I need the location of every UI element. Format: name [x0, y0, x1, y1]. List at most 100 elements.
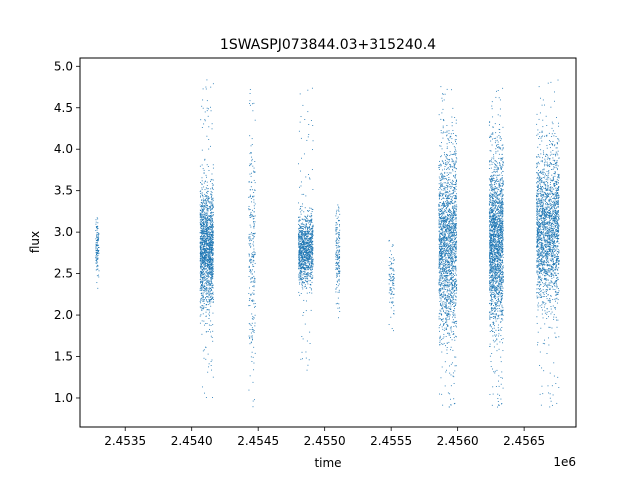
data-point	[448, 197, 450, 199]
data-point	[453, 285, 455, 287]
data-point	[451, 272, 452, 274]
data-point	[449, 229, 451, 231]
data-point	[98, 233, 99, 235]
data-point	[201, 232, 202, 234]
data-point	[206, 331, 208, 333]
data-point	[446, 296, 448, 298]
data-point	[200, 206, 202, 208]
data-point	[304, 250, 306, 252]
data-point	[389, 288, 391, 290]
data-point	[448, 224, 450, 226]
data-point	[202, 238, 204, 240]
data-point	[203, 226, 205, 228]
data-point	[442, 132, 444, 134]
data-point	[440, 275, 442, 276]
data-point	[454, 285, 455, 287]
data-point	[454, 183, 456, 185]
data-point	[450, 264, 452, 266]
data-point	[308, 249, 309, 251]
data-point	[439, 234, 441, 236]
data-point	[201, 105, 203, 107]
data-point	[312, 243, 314, 245]
data-point	[205, 288, 207, 290]
data-point	[202, 235, 204, 237]
data-point	[250, 259, 252, 260]
data-point	[305, 278, 307, 280]
data-point	[200, 254, 202, 256]
data-point	[208, 196, 210, 198]
data-point	[210, 236, 212, 238]
data-point	[254, 221, 256, 223]
data-point	[438, 255, 440, 257]
data-point	[307, 253, 308, 255]
data-point	[337, 250, 339, 252]
data-point	[205, 213, 206, 215]
data-point	[390, 258, 392, 260]
data-point	[446, 276, 448, 278]
data-point	[444, 253, 446, 255]
data-point	[306, 253, 308, 255]
data-point	[203, 172, 205, 174]
data-point	[455, 234, 457, 236]
data-point	[206, 225, 208, 226]
data-point	[96, 266, 98, 268]
data-point	[210, 204, 212, 206]
data-point	[210, 271, 212, 273]
data-point	[207, 217, 209, 219]
data-point	[210, 180, 211, 182]
data-point	[306, 242, 307, 243]
data-point	[208, 246, 210, 248]
data-point	[440, 228, 442, 230]
data-point	[445, 272, 447, 274]
data-point	[311, 230, 313, 232]
data-point	[304, 263, 305, 265]
data-point	[447, 214, 449, 216]
data-point	[453, 195, 455, 197]
data-point	[337, 258, 339, 260]
data-point	[448, 264, 450, 265]
data-point	[449, 262, 451, 264]
data-point	[441, 205, 443, 207]
data-point	[302, 281, 304, 283]
data-point	[449, 232, 451, 234]
data-point	[201, 213, 203, 215]
data-point	[450, 181, 452, 183]
data-point	[393, 305, 395, 307]
data-point	[97, 240, 99, 242]
data-point	[212, 275, 214, 277]
data-point	[212, 226, 214, 228]
data-point	[448, 223, 450, 224]
data-point	[455, 150, 457, 152]
data-point	[211, 274, 213, 276]
data-point	[305, 241, 307, 243]
data-point	[443, 254, 445, 256]
data-point	[201, 289, 203, 291]
data-point	[205, 187, 207, 189]
data-point	[210, 335, 212, 337]
data-point	[311, 254, 313, 256]
data-point	[441, 273, 442, 275]
data-point	[452, 304, 453, 306]
data-point	[299, 226, 301, 228]
data-point	[299, 250, 301, 252]
data-point	[453, 383, 455, 384]
data-point	[251, 138, 253, 140]
data-point	[210, 241, 212, 243]
data-point	[201, 292, 203, 294]
data-point	[448, 168, 450, 170]
data-point	[303, 242, 305, 244]
data-point	[199, 236, 201, 238]
data-point	[208, 225, 210, 227]
data-point	[455, 223, 457, 224]
data-point	[211, 298, 213, 300]
data-point	[440, 233, 442, 235]
data-point	[208, 233, 210, 235]
data-point	[203, 186, 205, 188]
data-point	[444, 220, 446, 222]
data-point	[205, 271, 207, 273]
data-point	[305, 228, 307, 230]
data-point	[337, 254, 339, 256]
data-point	[211, 196, 212, 198]
data-point	[452, 234, 454, 236]
data-point	[337, 297, 339, 299]
